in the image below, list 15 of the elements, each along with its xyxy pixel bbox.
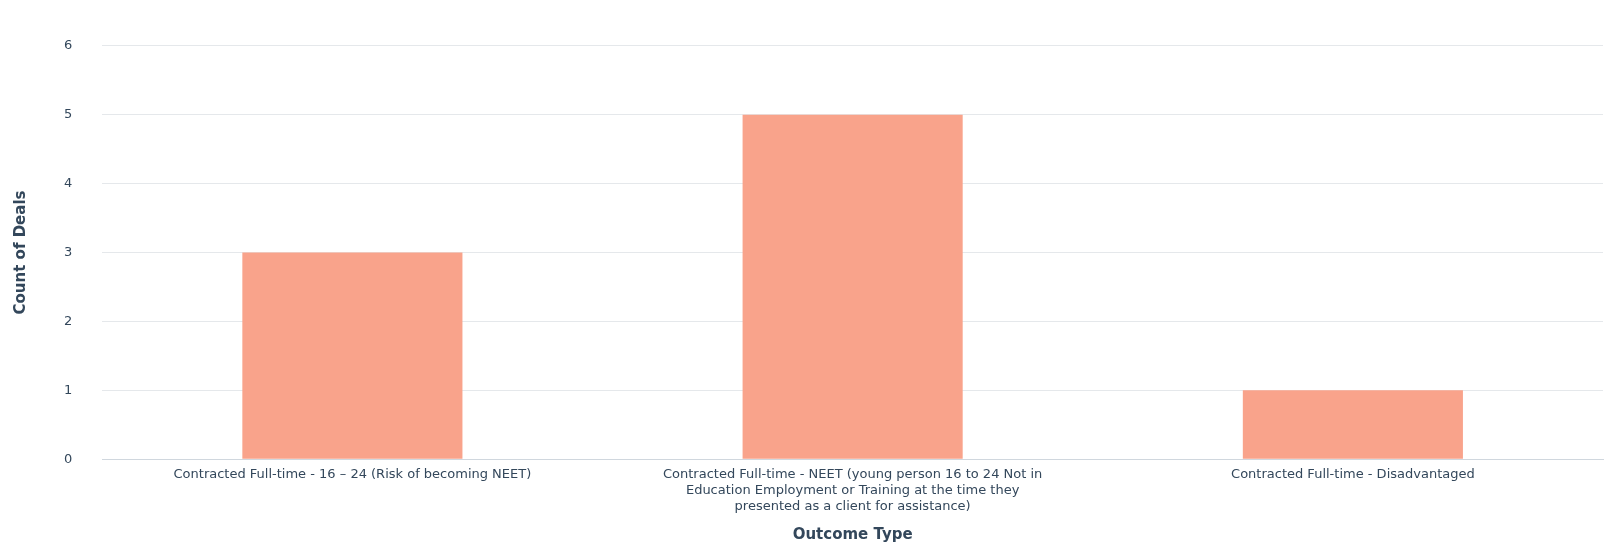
y-axis-title: Count of Deals bbox=[10, 190, 29, 315]
bar bbox=[742, 114, 963, 459]
bar bbox=[242, 252, 463, 459]
x-axis-title: Outcome Type bbox=[792, 524, 913, 543]
x-tick-label: Contracted Full-time - 16 – 24 (Risk of becoming NEET) bbox=[173, 466, 532, 482]
x-tick-label: Contracted Full-time - Disadvantaged bbox=[1231, 466, 1475, 482]
y-tick-label: 1 bbox=[63, 381, 73, 397]
y-tick-label: 6 bbox=[63, 37, 73, 53]
y-tick-label: 2 bbox=[63, 312, 73, 328]
y-tick-label: 5 bbox=[63, 106, 73, 122]
bar bbox=[1242, 390, 1463, 459]
x-tick-label: Contracted Full-time - NEET (young person 16 to 24 Not in Education Employment or Training at the time they presented as a client for assistance) bbox=[662, 466, 1043, 513]
y-tick-label: 4 bbox=[63, 174, 73, 190]
y-tick-label: 3 bbox=[63, 243, 73, 259]
y-tick-label: 0 bbox=[63, 450, 73, 466]
